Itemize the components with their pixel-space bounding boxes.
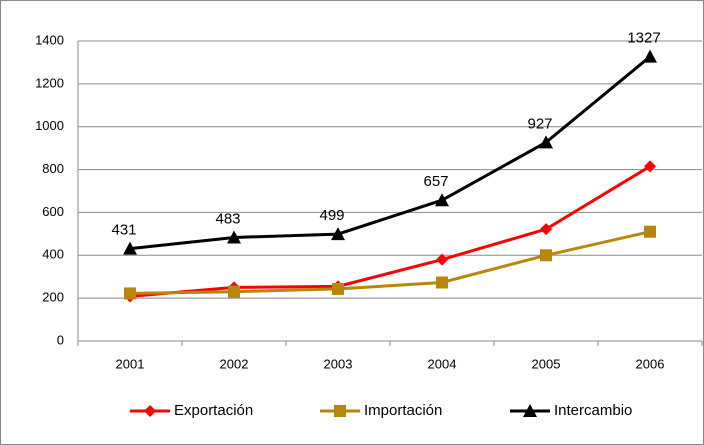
data-label: 431 bbox=[111, 222, 136, 239]
point bbox=[227, 230, 241, 244]
x-tick-label: 2001 bbox=[116, 356, 145, 371]
legend-label: Intercambio bbox=[554, 402, 632, 419]
x-tick-label: 2002 bbox=[220, 356, 249, 371]
x-tick-label: 2003 bbox=[324, 356, 353, 371]
point bbox=[124, 287, 136, 300]
legend-label: Importación bbox=[364, 402, 442, 419]
x-tick-label: 2005 bbox=[532, 356, 561, 371]
y-tick-label: 400 bbox=[42, 247, 64, 262]
point bbox=[539, 135, 553, 149]
y-tick-label: 1000 bbox=[35, 118, 64, 133]
legend-marker bbox=[144, 405, 156, 417]
point bbox=[123, 241, 137, 255]
point bbox=[332, 282, 344, 295]
y-tick-label: 1200 bbox=[35, 75, 64, 90]
legend-marker bbox=[334, 405, 346, 417]
point bbox=[436, 253, 448, 266]
point bbox=[228, 285, 240, 298]
point bbox=[644, 160, 656, 173]
y-tick-label: 200 bbox=[42, 290, 64, 305]
y-tick-label: 1400 bbox=[35, 32, 64, 47]
point bbox=[436, 276, 448, 289]
legend-label: Exportación bbox=[174, 402, 253, 419]
y-tick-label: 800 bbox=[42, 161, 64, 176]
data-label: 483 bbox=[215, 210, 240, 227]
data-label: 927 bbox=[527, 115, 552, 132]
legend-marker bbox=[523, 404, 537, 417]
data-label: 1327 bbox=[627, 30, 660, 47]
x-tick-label: 2004 bbox=[428, 356, 457, 371]
y-tick-label: 600 bbox=[42, 204, 64, 219]
point bbox=[331, 227, 345, 241]
point bbox=[643, 49, 657, 63]
y-tick-label: 0 bbox=[57, 332, 64, 347]
series-line bbox=[129, 165, 651, 298]
point bbox=[540, 249, 552, 262]
series-line bbox=[129, 55, 651, 251]
point bbox=[644, 225, 656, 238]
data-label: 657 bbox=[423, 173, 448, 190]
series-line bbox=[129, 230, 651, 295]
point bbox=[540, 223, 552, 236]
point bbox=[435, 193, 449, 207]
data-label: 499 bbox=[319, 207, 344, 224]
x-tick-label: 2006 bbox=[636, 356, 665, 371]
